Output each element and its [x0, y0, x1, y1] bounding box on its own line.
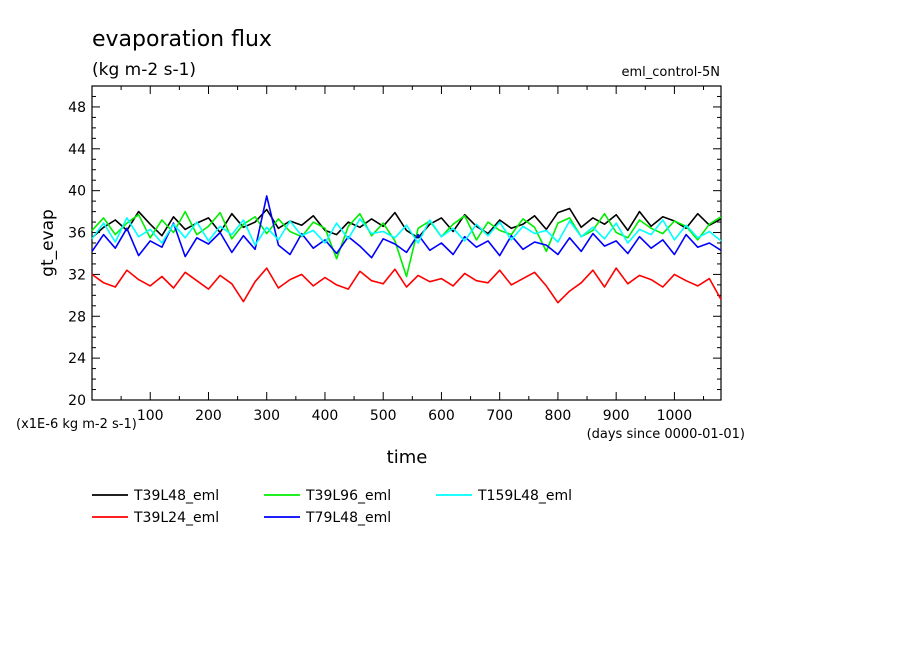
x-tick-label: 400 — [312, 408, 339, 424]
y-tick-label: 48 — [68, 100, 86, 116]
x-tick-label: 300 — [253, 408, 280, 424]
series-line-t79l48-eml — [91, 195, 722, 259]
y-tick-label: 24 — [68, 351, 86, 367]
legend-label: T159L48_eml — [477, 488, 572, 504]
chart-title: evaporation flux — [92, 27, 272, 52]
legend-item: T39L48_eml — [92, 488, 219, 504]
y-tick-label: 44 — [68, 142, 86, 158]
x-note-label: (days since 0000-01-01) — [587, 427, 745, 442]
y-tick-label: 36 — [68, 226, 86, 242]
legend: T39L48_eml T39L24_eml T39L96_eml T79L48_eml… — [92, 488, 572, 526]
series-lines — [91, 195, 722, 304]
x-tick-label: 800 — [545, 408, 572, 424]
plot-frame — [91, 85, 722, 401]
plot-area: 20 24 28 32 36 40 44 48 100 200 300 400 500 600 700 80… — [68, 85, 722, 424]
series-line-t159l48-eml — [91, 217, 722, 246]
series-line-t39l24-eml — [91, 267, 722, 304]
y-tick-label: 32 — [68, 267, 86, 283]
legend-item: T159L48_eml — [436, 488, 572, 504]
x-tick-label: 100 — [137, 408, 164, 424]
y-tick-label: 28 — [68, 309, 86, 325]
series-line-t39l96-eml — [91, 210, 722, 278]
x-tick-label: 600 — [428, 408, 455, 424]
x-axis-ticks: 100 200 300 400 500 600 700 800 900 1000 — [120, 86, 705, 424]
legend-item: T39L24_eml — [92, 510, 219, 526]
legend-item: T39L96_eml — [264, 488, 391, 504]
legend-label: T39L96_eml — [305, 488, 391, 504]
legend-item: T79L48_eml — [264, 510, 391, 526]
x-axis-label: time — [387, 447, 428, 468]
y-tick-label: 40 — [68, 184, 86, 200]
y-axis-label: gt_evap — [38, 209, 58, 277]
experiment-label: eml_control-5N — [621, 65, 720, 80]
x-tick-label: 700 — [486, 408, 513, 424]
legend-label: T79L48_eml — [305, 510, 391, 526]
y-tick-label: 20 — [68, 393, 86, 409]
y-axis-ticks: 20 24 28 32 36 40 44 48 — [68, 85, 721, 409]
legend-label: T39L24_eml — [133, 510, 219, 526]
x-tick-label: 500 — [370, 408, 397, 424]
chart-units: (kg m-2 s-1) — [92, 60, 196, 80]
x-tick-label: 1000 — [657, 408, 693, 424]
legend-label: T39L48_eml — [133, 488, 219, 504]
x-tick-label: 900 — [603, 408, 630, 424]
y-multiplier-label: (x1E-6 kg m-2 s-1) — [16, 417, 137, 432]
x-tick-label: 200 — [195, 408, 222, 424]
